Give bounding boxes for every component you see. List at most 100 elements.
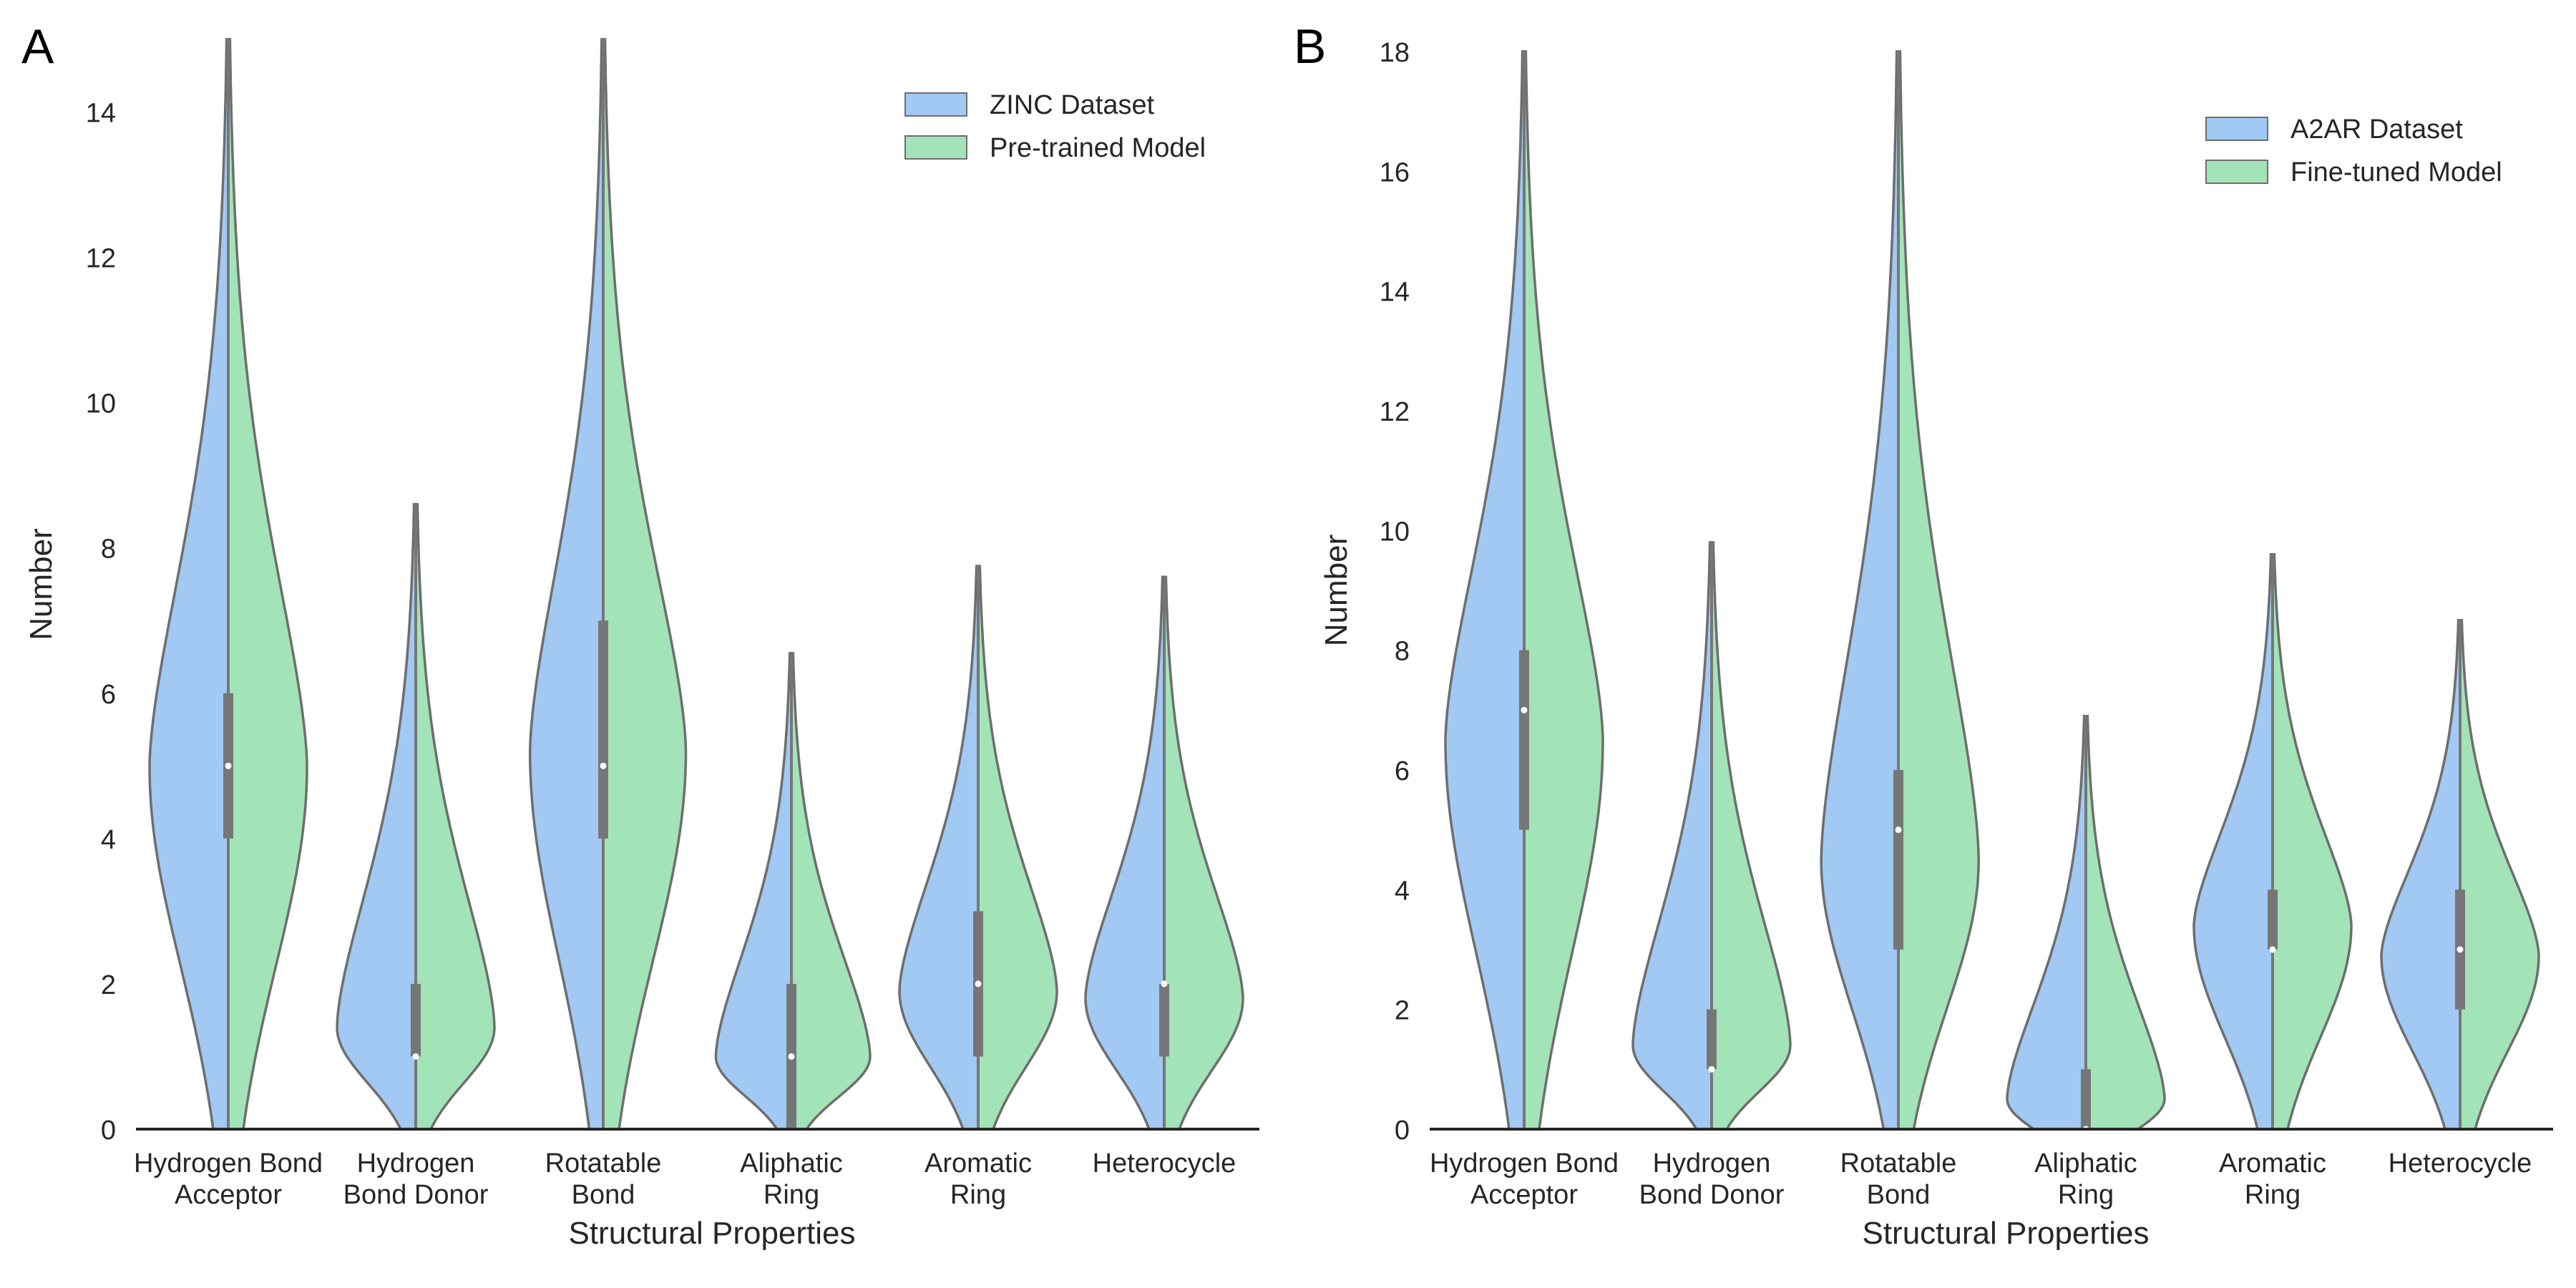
x-axis-label: Structural Properties <box>1862 1216 2149 1251</box>
violin-right-half <box>1523 50 1604 1131</box>
violin-iqr-box <box>1707 1009 1717 1070</box>
violin-iqr-box <box>1519 650 1529 830</box>
y-tick-label: 18 <box>1380 38 1410 68</box>
violin-left-half <box>528 38 605 1131</box>
legend-label: Pre-trained Model <box>990 133 1206 163</box>
violin <box>1084 575 1244 1131</box>
violin <box>528 38 688 1131</box>
violin <box>1631 541 1792 1131</box>
violin-median-dot <box>1708 1065 1715 1073</box>
violin-left-half <box>1631 541 1713 1131</box>
legend: A2AR Dataset Fine-tuned Model <box>2205 114 2502 187</box>
violin-iqr-box <box>1893 770 1903 950</box>
violin <box>714 652 872 1131</box>
y-tick-label: 0 <box>1395 1116 1410 1146</box>
legend-label: Fine-tuned Model <box>2290 157 2502 187</box>
y-tick-label: 4 <box>101 825 116 855</box>
violin-iqr-box <box>1159 983 1169 1057</box>
y-tick-label: 8 <box>101 535 116 565</box>
y-tick-label: 8 <box>1395 637 1410 667</box>
y-tick-label: 12 <box>86 244 116 274</box>
violin-left-half <box>148 38 230 1131</box>
violin-median-dot <box>225 762 232 769</box>
violin-right-half <box>790 652 872 1131</box>
legend-swatch <box>904 135 967 160</box>
y-tick-label: 16 <box>1380 157 1410 187</box>
violin-right-half <box>977 565 1058 1131</box>
x-tick-label: Heterocycle <box>1093 1148 1236 1179</box>
violin-right-half <box>1163 575 1244 1131</box>
violin-left-half <box>714 652 793 1131</box>
violin-right-half <box>1710 541 1792 1131</box>
y-tick-label: 14 <box>86 99 116 129</box>
x-tick-label: Hydrogen Bond Donor <box>1639 1148 1785 1210</box>
legend: ZINC Dataset Pre-trained Model <box>904 90 1206 163</box>
y-tick-label: 10 <box>86 389 116 419</box>
x-tick-label: Aliphatic Ring <box>740 1148 843 1210</box>
y-tick-label: 14 <box>1380 278 1410 308</box>
violin-right-half <box>602 38 688 1131</box>
violin <box>2192 553 2353 1131</box>
y-tick-label: 4 <box>1395 876 1410 906</box>
legend-label: A2AR Dataset <box>2290 114 2463 145</box>
violin-iqr-box <box>598 620 608 839</box>
x-axis-label: Structural Properties <box>568 1216 855 1251</box>
violin-right-half <box>2271 553 2353 1131</box>
violin-iqr-box <box>411 983 421 1057</box>
violin-right-half <box>2084 714 2166 1131</box>
violin-median-dot <box>788 1053 795 1060</box>
x-tick-label: Hydrogen Bond Donor <box>343 1148 489 1210</box>
legend-swatch <box>904 92 967 117</box>
y-tick-label: 2 <box>1395 996 1410 1026</box>
violin-left-half <box>1084 575 1166 1131</box>
violin <box>1444 50 1604 1131</box>
violin <box>898 565 1058 1131</box>
y-tick-label: 12 <box>1380 397 1410 427</box>
x-tick-label: Rotatable Bond <box>1840 1148 1957 1210</box>
violin <box>148 38 308 1131</box>
violin-median-dot <box>412 1053 419 1060</box>
violin-left-half <box>2380 619 2462 1131</box>
violin-median-dot <box>1895 826 1902 834</box>
violin <box>2380 619 2540 1131</box>
violin-median-dot <box>2457 946 2464 953</box>
violin-right-half <box>2459 619 2540 1131</box>
legend-swatch <box>2205 117 2268 141</box>
violin-median-dot <box>600 762 607 769</box>
violin-median-dot <box>1521 706 1528 713</box>
violin-left-half <box>1444 50 1526 1131</box>
y-tick-label: 2 <box>101 970 116 1000</box>
violin <box>2006 714 2166 1133</box>
y-tick-label: 0 <box>101 1116 116 1146</box>
violin-median-dot <box>975 980 982 987</box>
y-axis-label: Number <box>1319 535 1354 647</box>
violin-left-half <box>1820 50 1900 1131</box>
violin-right-half <box>414 503 496 1131</box>
violin <box>336 503 496 1131</box>
violin-right-half <box>1897 50 1980 1131</box>
violin <box>1820 50 1980 1131</box>
violin-median-dot <box>2269 946 2276 953</box>
chart-panel-a: A 0 2 4 6 8 10 12 14 Number Hydrogen Bond Acceptor H… <box>21 19 1259 1251</box>
y-tick-label: 6 <box>101 680 116 710</box>
chart-panel-b: B 0 2 4 6 8 10 12 14 16 18 Number Hydrogen Bond Accep… <box>1294 19 2553 1251</box>
x-tick-label: Heterocycle <box>2389 1148 2532 1179</box>
y-axis-label: Number <box>24 528 59 640</box>
y-tick-label: 10 <box>1380 517 1410 547</box>
violin-left-half <box>2192 553 2274 1131</box>
violin-left-half <box>2006 714 2087 1131</box>
legend-label: ZINC Dataset <box>990 90 1155 120</box>
panel-label: B <box>1294 19 1326 74</box>
x-tick-label: Aromatic Ring <box>924 1148 1032 1210</box>
violin-right-half <box>227 38 308 1131</box>
x-tick-label: Aliphatic Ring <box>2034 1148 2137 1210</box>
violin-left-half <box>336 503 417 1131</box>
panel-label: A <box>21 19 54 74</box>
violin-median-dot <box>1161 980 1168 987</box>
x-tick-label: Aromatic Ring <box>2219 1148 2326 1210</box>
x-tick-label: Hydrogen Bond Acceptor <box>1430 1148 1619 1210</box>
x-tick-label: Rotatable Bond <box>545 1148 662 1210</box>
y-tick-label: 6 <box>1395 756 1410 786</box>
violin-iqr-box <box>2268 889 2278 950</box>
